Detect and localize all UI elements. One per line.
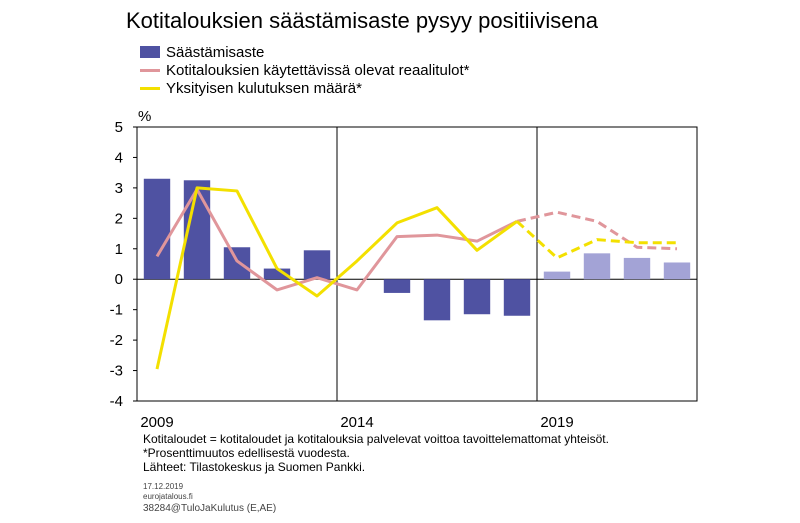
- bar-saving-rate: [423, 279, 451, 321]
- y-tick-label: 2: [115, 210, 123, 227]
- meta-date: 17.12.2019: [143, 482, 184, 491]
- chart-title: Kotitalouksien säästämisaste pysyy posit…: [126, 8, 599, 33]
- bar-saving-rate: [663, 262, 691, 280]
- x-tick-label: 2014: [340, 414, 373, 431]
- bar-saving-rate: [303, 250, 331, 280]
- legend-swatch-consumption: [140, 86, 160, 90]
- bar-saving-rate: [223, 247, 251, 280]
- bar-saving-rate: [383, 279, 411, 293]
- note-percent-change: *Prosenttimuutos edellisestä vuodesta.: [143, 446, 350, 460]
- chart-meta: 17.12.2019 eurojatalous.fi 38284@TuloJaK…: [143, 482, 276, 515]
- note-sources: Lähteet: Tilastokeskus ja Suomen Pankki.: [143, 460, 366, 474]
- y-tick-label: -2: [110, 332, 123, 349]
- line-real-income-forecast: [516, 210, 678, 251]
- bar-saving-rate: [583, 253, 611, 280]
- legend-swatch-real-income: [140, 68, 160, 72]
- chart-notes: Kotitaloudet = kotitaloudet ja kotitalou…: [143, 432, 609, 474]
- y-tick-label: -1: [110, 302, 123, 319]
- legend-label-real-income: Kotitalouksien käytettävissä olevat reaa…: [166, 61, 470, 79]
- line-consumption-forecast: [515, 220, 677, 260]
- y-tick-label: -3: [110, 363, 123, 380]
- bar-saving-rate: [143, 178, 171, 280]
- y-tick-label: 4: [115, 149, 123, 166]
- chart-legend: Säästämisaste Kotitalouksien käytettävis…: [140, 43, 470, 97]
- y-tick-label: 0: [115, 271, 123, 288]
- y-unit-label: %: [138, 108, 152, 125]
- y-tick-label: 1: [115, 241, 123, 258]
- x-tick-label: 2009: [140, 414, 173, 431]
- meta-code: 38284@TuloJaKulutus (E,AE): [143, 503, 277, 514]
- line-consumption-solid: [155, 186, 518, 370]
- plot-frame: [136, 126, 698, 402]
- legend-label-consumption: Yksityisen kulutuksen määrä*: [166, 79, 362, 97]
- note-definition: Kotitaloudet = kotitaloudet ja kotitalou…: [143, 432, 609, 446]
- y-tick-label: 3: [115, 180, 123, 197]
- legend-item-saving-rate: Säästämisaste: [140, 43, 470, 61]
- legend-label-saving-rate: Säästämisaste: [166, 43, 265, 61]
- y-tick-label: -4: [110, 393, 123, 410]
- meta-site: eurojatalous.fi: [143, 492, 193, 501]
- y-tick-label: 5: [115, 119, 123, 136]
- bar-saving-rate: [263, 268, 291, 280]
- x-tick-label: 2019: [540, 414, 573, 431]
- bar-saving-rate: [543, 271, 571, 280]
- bar-saving-rate: [463, 279, 491, 315]
- legend-item-consumption: Yksityisen kulutuksen määrä*: [140, 79, 470, 97]
- legend-swatch-saving-rate: [140, 46, 160, 58]
- bar-saving-rate: [503, 279, 531, 316]
- line-real-income-solid: [155, 187, 518, 292]
- legend-item-real-income: Kotitalouksien käytettävissä olevat reaa…: [140, 61, 470, 79]
- bar-saving-rate: [623, 257, 651, 280]
